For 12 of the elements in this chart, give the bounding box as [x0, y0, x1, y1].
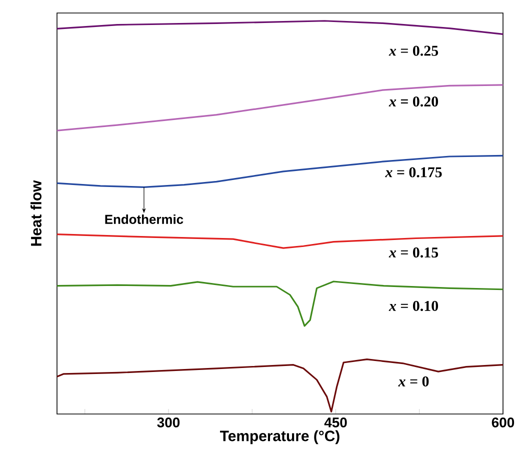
series-label: x = 0 [398, 376, 429, 386]
series-label: x = 0.175 [385, 167, 442, 178]
annotation: Endothermic [105, 214, 184, 224]
series-label: x = 0.20 [388, 96, 438, 107]
x-tick-label: 450 [324, 418, 347, 428]
series-label: x = 0.10 [388, 300, 438, 312]
y-axis-title: Heat flow [30, 180, 42, 246]
series-label: x = 0.15 [388, 247, 438, 258]
x-axis-title: Temperature (°C) [220, 430, 340, 444]
x-tick-label: 300 [157, 418, 180, 428]
series-label: x = 0.25 [388, 46, 438, 56]
x-tick-label: 600 [492, 418, 514, 428]
